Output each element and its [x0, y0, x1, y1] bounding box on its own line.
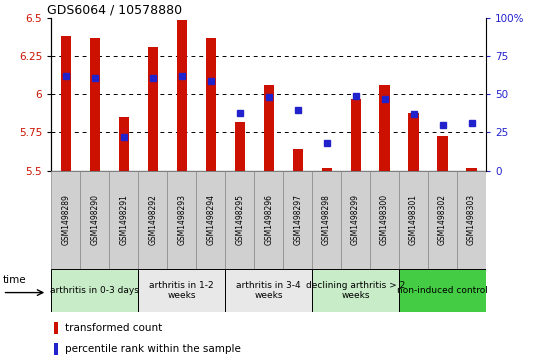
Text: GSM1498298: GSM1498298	[322, 194, 331, 245]
Bar	[177, 20, 187, 171]
Text: declining arthritis > 2
weeks: declining arthritis > 2 weeks	[306, 281, 405, 300]
Text: GSM1498292: GSM1498292	[148, 194, 157, 245]
FancyBboxPatch shape	[138, 269, 225, 312]
Text: GSM1498290: GSM1498290	[90, 194, 99, 245]
Text: non-induced control: non-induced control	[397, 286, 488, 295]
FancyBboxPatch shape	[312, 171, 341, 269]
Text: GDS6064 / 10578880: GDS6064 / 10578880	[47, 4, 182, 17]
FancyBboxPatch shape	[457, 171, 486, 269]
Text: GSM1498291: GSM1498291	[119, 194, 129, 245]
Bar	[380, 85, 390, 171]
FancyBboxPatch shape	[80, 171, 109, 269]
Text: GSM1498302: GSM1498302	[438, 194, 447, 245]
Text: arthritis in 3-4
weeks: arthritis in 3-4 weeks	[237, 281, 301, 300]
Bar	[55, 322, 58, 334]
FancyBboxPatch shape	[399, 269, 486, 312]
Bar	[55, 343, 58, 355]
FancyBboxPatch shape	[370, 171, 399, 269]
FancyBboxPatch shape	[399, 171, 428, 269]
FancyBboxPatch shape	[51, 269, 138, 312]
Bar	[293, 149, 303, 171]
FancyBboxPatch shape	[196, 171, 225, 269]
Text: arthritis in 0-3 days: arthritis in 0-3 days	[50, 286, 139, 295]
Text: GSM1498303: GSM1498303	[467, 194, 476, 245]
Bar	[206, 38, 216, 171]
Bar	[119, 117, 129, 171]
FancyBboxPatch shape	[51, 171, 80, 269]
Text: GSM1498299: GSM1498299	[351, 194, 360, 245]
FancyBboxPatch shape	[109, 171, 138, 269]
Text: GSM1498294: GSM1498294	[206, 194, 215, 245]
Bar	[467, 168, 477, 171]
Text: time: time	[3, 274, 26, 285]
Text: GSM1498289: GSM1498289	[61, 194, 70, 245]
FancyBboxPatch shape	[428, 171, 457, 269]
Bar	[60, 36, 71, 171]
Bar	[90, 38, 100, 171]
FancyBboxPatch shape	[312, 269, 399, 312]
Text: transformed count: transformed count	[65, 323, 162, 333]
Bar	[408, 113, 418, 171]
Text: GSM1498301: GSM1498301	[409, 194, 418, 245]
FancyBboxPatch shape	[138, 171, 167, 269]
Text: GSM1498293: GSM1498293	[177, 194, 186, 245]
Text: GSM1498295: GSM1498295	[235, 194, 244, 245]
Bar	[437, 135, 448, 171]
FancyBboxPatch shape	[225, 171, 254, 269]
FancyBboxPatch shape	[254, 171, 283, 269]
Text: GSM1498300: GSM1498300	[380, 194, 389, 245]
Bar	[147, 47, 158, 171]
FancyBboxPatch shape	[167, 171, 196, 269]
FancyBboxPatch shape	[225, 269, 312, 312]
Bar	[350, 99, 361, 171]
FancyBboxPatch shape	[283, 171, 312, 269]
Bar	[264, 85, 274, 171]
FancyBboxPatch shape	[341, 171, 370, 269]
Text: percentile rank within the sample: percentile rank within the sample	[65, 344, 241, 354]
Bar	[321, 168, 332, 171]
Text: GSM1498297: GSM1498297	[293, 194, 302, 245]
Text: arthritis in 1-2
weeks: arthritis in 1-2 weeks	[150, 281, 214, 300]
Text: GSM1498296: GSM1498296	[264, 194, 273, 245]
Bar	[234, 122, 245, 171]
